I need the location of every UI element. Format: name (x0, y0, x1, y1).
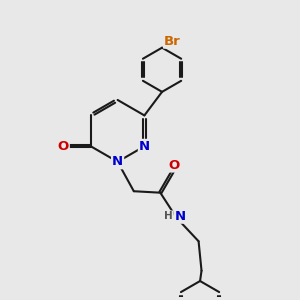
Text: N: N (112, 155, 123, 168)
Text: O: O (169, 158, 180, 172)
Text: N: N (175, 210, 186, 223)
Text: Br: Br (164, 35, 181, 48)
Text: H: H (164, 211, 172, 221)
Text: O: O (58, 140, 69, 153)
Text: N: N (139, 140, 150, 153)
